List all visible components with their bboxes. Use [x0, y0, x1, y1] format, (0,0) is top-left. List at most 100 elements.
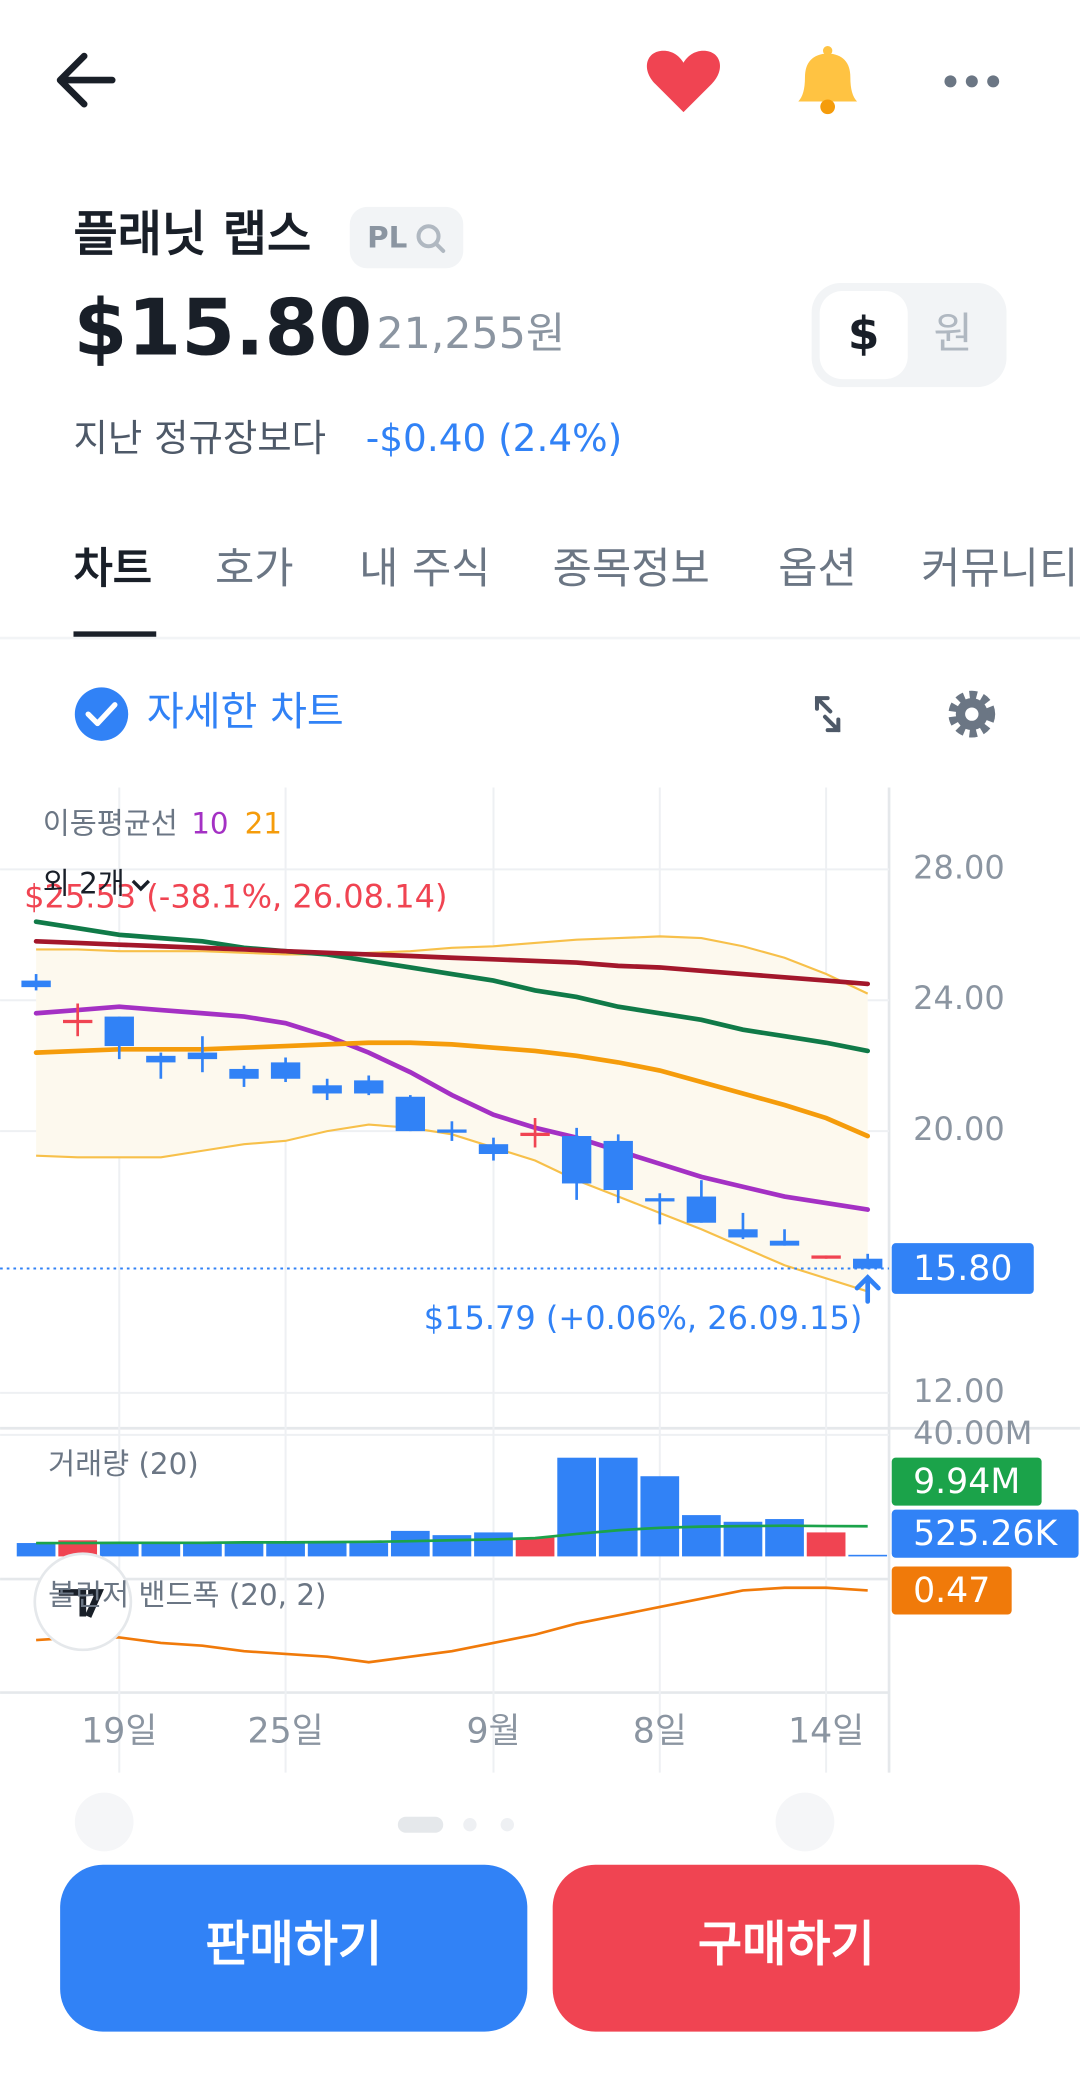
candle-body: [769, 1240, 800, 1246]
candle-body: [561, 1136, 592, 1184]
dot: [987, 75, 1000, 88]
volume-bar: [141, 1543, 181, 1557]
next-button[interactable]: [775, 1792, 835, 1852]
volume-bar: [266, 1543, 305, 1557]
legend-more[interactable]: 외 2개: [43, 866, 125, 900]
tab[interactable]: 호가: [215, 544, 294, 594]
bell-top: [822, 46, 833, 56]
chart-option[interactable]: 자세한 차트: [147, 689, 344, 735]
candle-body: [354, 1080, 384, 1094]
buy-button[interactable]: [552, 1864, 1020, 2032]
candle-body: [395, 1096, 426, 1132]
legend-more-chevron: [131, 879, 151, 892]
candle-body: [229, 1068, 259, 1079]
current-price-bg: [891, 1243, 1034, 1294]
tab[interactable]: 내 주식: [359, 544, 490, 594]
candle-body: [270, 1062, 301, 1079]
price: $15.80: [73, 284, 372, 374]
stock-name: 플래닛 랩스: [73, 207, 311, 263]
volume-bar: [557, 1457, 596, 1557]
candle-body: [520, 1132, 550, 1137]
volume-label-bg: [891, 1509, 1079, 1558]
check-icon[interactable]: [74, 687, 129, 741]
x-tick-label: 19일: [81, 1712, 157, 1752]
volume-bar: [99, 1541, 139, 1557]
back-button[interactable]: [56, 52, 116, 108]
volume-bar: [432, 1535, 472, 1557]
currency-option[interactable]: 원: [933, 309, 972, 359]
search-icon: [416, 224, 441, 249]
indicator-label: 0.47: [913, 1571, 990, 1611]
ma-line: [33, 919, 871, 1054]
tab[interactable]: 옵션: [778, 544, 857, 594]
buy-label: 구매하기: [698, 1917, 875, 1973]
page-dot: [463, 1818, 477, 1832]
ma-line: [33, 1004, 871, 1212]
candle-body: [686, 1196, 717, 1223]
candle-body: [728, 1229, 758, 1238]
volume-bar: [806, 1532, 846, 1557]
tab[interactable]: 차트: [73, 544, 152, 594]
volume-bar: [307, 1543, 347, 1557]
x-tick-label: 14일: [788, 1712, 864, 1752]
price-krw: 21,255원: [376, 309, 565, 359]
indicator-line: [36, 1586, 868, 1664]
candle-body: [853, 1258, 883, 1269]
candle-body: [603, 1140, 633, 1191]
ticker-pill[interactable]: [349, 206, 464, 269]
candle-body: [811, 1255, 841, 1259]
search-icon-handle: [433, 241, 446, 253]
labels: 19일 25일 9월 8일 14일 28.00 24.00 20.00 12.00 15.80 $2…: [24, 806, 1079, 1752]
panel-title: 거래량 (20): [48, 1447, 199, 1481]
bell-clapper: [820, 99, 835, 115]
x-tick-label: 25일: [248, 1712, 324, 1752]
volume-ma-label: 9.94M: [913, 1462, 1020, 1502]
candle-body: [478, 1144, 509, 1155]
x-tick-label: 9월: [466, 1712, 520, 1752]
more-button[interactable]: [944, 75, 1000, 88]
page-indicator: [397, 1816, 444, 1833]
candle-body: [312, 1085, 342, 1094]
candle-body: [146, 1055, 176, 1063]
volume-bar: [848, 1554, 888, 1557]
volume-bar: [474, 1532, 513, 1557]
volume-bar: [224, 1543, 264, 1557]
settings-button[interactable]: [948, 690, 996, 738]
candle-body: [63, 1019, 93, 1024]
ticker: PL: [367, 220, 407, 254]
tab[interactable]: 종목정보: [553, 544, 710, 594]
gear-hole: [965, 707, 979, 721]
candle-body: [187, 1052, 218, 1060]
sell-label: 판매하기: [205, 1917, 382, 1973]
sell-button[interactable]: [60, 1864, 528, 2032]
volume-bar: [349, 1543, 389, 1557]
y-tick-label: 24.00: [913, 979, 1005, 1017]
legend-entry: 10: [191, 806, 228, 840]
low-annotation: $15.79 (+0.06%, 26.09.15): [424, 1299, 863, 1337]
ma-line: [33, 1040, 871, 1139]
tab[interactable]: 커뮤니티: [921, 544, 1078, 594]
volume-bar: [598, 1457, 638, 1557]
alert-button[interactable]: [798, 46, 858, 115]
currency-option[interactable]: $: [848, 307, 880, 360]
check-mark: [85, 702, 118, 727]
expand-button[interactable]: [814, 696, 841, 733]
volume-bar: [390, 1530, 430, 1557]
logo: [58, 1589, 104, 1618]
panel-title: 볼린저 밴드폭 (20, 2): [48, 1578, 326, 1612]
band-line: [36, 935, 869, 995]
legend-entry: 21: [245, 806, 282, 840]
favorite-button[interactable]: [646, 50, 721, 113]
volume-bar: [183, 1543, 222, 1557]
prev-button[interactable]: [74, 1792, 134, 1852]
tab-underline: [73, 631, 157, 639]
volume-bar: [515, 1537, 555, 1557]
legend-title: 이동평균선: [43, 806, 178, 840]
y-tick-label: 40.00M: [913, 1414, 1032, 1452]
x-tick-label: 8일: [633, 1712, 687, 1752]
y-tick-label: 28.00: [913, 848, 1005, 886]
high-annotation: $25.53 (-38.1%, 26.08.14): [24, 877, 447, 915]
currency-selected: [819, 290, 908, 380]
volume-ma-label-bg: [891, 1457, 1042, 1506]
